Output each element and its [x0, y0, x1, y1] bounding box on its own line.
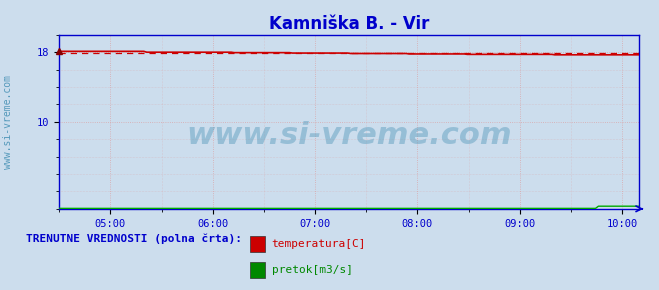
Text: www.si-vreme.com: www.si-vreme.com [3, 75, 13, 169]
Text: TRENUTNE VREDNOSTI (polna črta):: TRENUTNE VREDNOSTI (polna črta): [26, 234, 243, 244]
Title: Kamniška B. - Vir: Kamniška B. - Vir [269, 15, 430, 33]
Text: temperatura[C]: temperatura[C] [272, 239, 366, 249]
Text: pretok[m3/s]: pretok[m3/s] [272, 265, 353, 276]
Text: www.si-vreme.com: www.si-vreme.com [186, 121, 512, 150]
